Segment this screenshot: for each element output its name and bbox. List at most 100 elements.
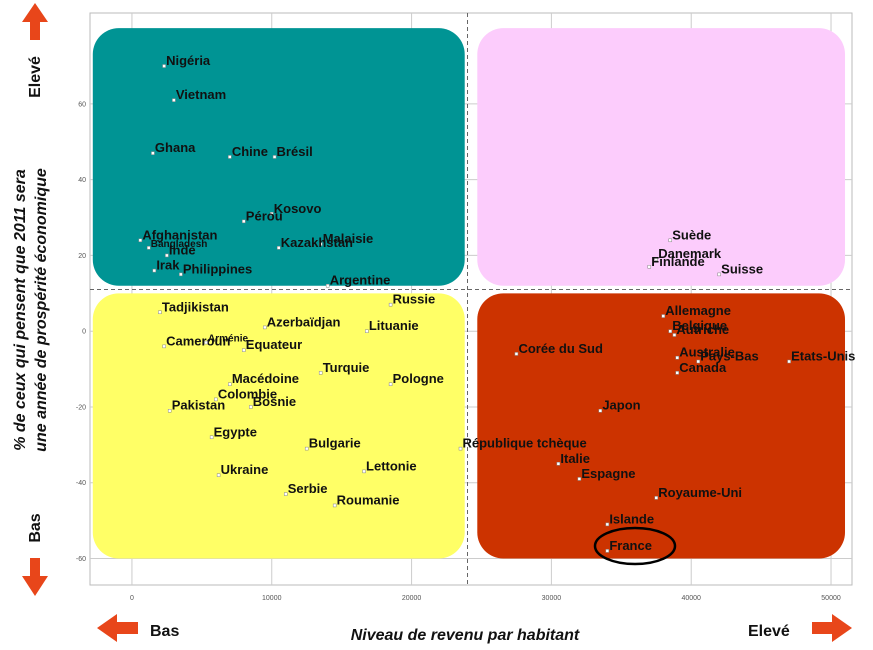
data-point xyxy=(325,283,330,288)
point-label: Allemagne xyxy=(665,303,731,318)
point-label: Arménie xyxy=(208,334,248,345)
x-tick-label: 30000 xyxy=(542,595,562,602)
point-label: Chine xyxy=(232,144,268,159)
data-point xyxy=(158,310,162,315)
data-point xyxy=(228,155,232,159)
y-axis-title-line1: % de ceux qui pensent que 2011 sera xyxy=(12,169,29,451)
data-point xyxy=(165,253,169,258)
x-tick-label: 40000 xyxy=(681,595,701,602)
point-label: Japon xyxy=(602,398,640,413)
data-point xyxy=(388,382,393,386)
point-label: Lettonie xyxy=(366,458,417,473)
point-label: Danemark xyxy=(658,246,722,261)
data-point xyxy=(514,352,519,356)
point-label: Ukraine xyxy=(221,462,269,477)
y-tick-label: 60 xyxy=(78,101,86,108)
data-point xyxy=(304,446,309,451)
y-tick-label: 20 xyxy=(78,253,86,260)
data-point xyxy=(696,359,700,364)
data-point xyxy=(388,302,393,307)
x-low-label: Bas xyxy=(150,623,179,640)
y-axis-title-line2: une année de prospérité économique xyxy=(33,168,50,452)
data-point xyxy=(365,329,369,333)
quadrant-high-expectation-low-income xyxy=(92,28,465,286)
data-point xyxy=(647,265,652,269)
data-point xyxy=(242,219,246,224)
data-point xyxy=(152,268,157,273)
arrow-down-icon xyxy=(22,558,48,596)
data-point xyxy=(270,212,274,216)
point-label: Bosnie xyxy=(253,394,296,409)
data-point xyxy=(167,408,172,413)
point-label: Malaisie xyxy=(323,231,374,246)
x-tick-label: 10000 xyxy=(262,595,282,602)
data-point xyxy=(717,272,721,277)
point-label: Nigéria xyxy=(166,53,211,68)
x-high-label: Elevé xyxy=(748,623,790,640)
point-label: Colombie xyxy=(218,386,277,401)
data-point xyxy=(556,462,561,466)
data-point xyxy=(151,151,155,155)
data-point xyxy=(654,257,659,261)
point-label: Macédoine xyxy=(232,371,299,386)
point-label: Pérou xyxy=(246,208,283,223)
data-point xyxy=(598,408,603,413)
data-point xyxy=(672,333,677,337)
data-point xyxy=(146,246,151,250)
point-label: Afghanistan xyxy=(142,227,217,242)
point-label: Italie xyxy=(560,451,590,466)
data-point xyxy=(668,238,672,243)
france-highlight-circle xyxy=(593,526,677,566)
data-point xyxy=(787,359,791,364)
y-tick-label: -60 xyxy=(76,556,86,563)
point-label: Kosovo xyxy=(274,201,322,216)
point-label: Russie xyxy=(393,292,436,307)
data-point xyxy=(263,325,267,330)
point-layer: Nigéria Vietnam Ghana Chine Brésil KosovoPéro… xyxy=(138,53,855,553)
quadrant-low-expectation-low-income xyxy=(92,293,465,559)
point-label: Egypte xyxy=(214,424,257,439)
data-point xyxy=(318,242,323,246)
data-point xyxy=(605,549,610,553)
quadrant-high-expectation-high-income xyxy=(477,28,846,286)
point-label: Turquie xyxy=(323,360,370,375)
x-tick-label: 20000 xyxy=(402,595,422,602)
point-label: Suède xyxy=(672,227,711,242)
point-label: Bulgarie xyxy=(309,436,361,451)
point-label: Australie xyxy=(679,345,735,360)
point-label: France xyxy=(609,538,652,553)
x-axis-title: Niveau de revenu par habitant xyxy=(351,627,580,644)
point-label: Kazakhstan xyxy=(281,235,353,250)
data-point xyxy=(214,397,218,402)
quadrant-layer xyxy=(92,28,846,559)
point-label: Tadjikistan xyxy=(162,299,229,314)
data-point xyxy=(272,155,277,159)
point-label: Equateur xyxy=(246,337,302,352)
point-label: Etats-Unis xyxy=(791,349,855,364)
data-point xyxy=(675,355,679,360)
x-tick-label: 0 xyxy=(130,595,134,602)
y-tick-label: -40 xyxy=(76,480,86,487)
divider-layer xyxy=(90,13,852,585)
data-point xyxy=(675,371,679,375)
point-label: Argentine xyxy=(330,273,391,288)
point-label: Philippines xyxy=(183,261,252,276)
data-point xyxy=(172,98,176,102)
data-point xyxy=(577,477,582,481)
data-point xyxy=(162,64,166,68)
data-point xyxy=(209,435,214,440)
data-point xyxy=(318,371,323,375)
arrow-up-icon xyxy=(22,3,48,40)
data-point xyxy=(242,348,246,352)
data-point xyxy=(138,238,143,243)
point-label: Ghana xyxy=(155,140,196,155)
point-label: Espagne xyxy=(581,466,635,481)
point-label: Roumanie xyxy=(337,492,400,507)
quadrant-low-expectation-high-income xyxy=(477,293,846,559)
point-label: Finlande xyxy=(651,254,704,269)
point-label: Inde xyxy=(169,242,196,257)
point-label: Autriche xyxy=(676,322,729,337)
point-label: Serbie xyxy=(288,481,328,496)
point-label: Azerbaïdjan xyxy=(267,314,341,329)
data-point xyxy=(362,469,366,474)
